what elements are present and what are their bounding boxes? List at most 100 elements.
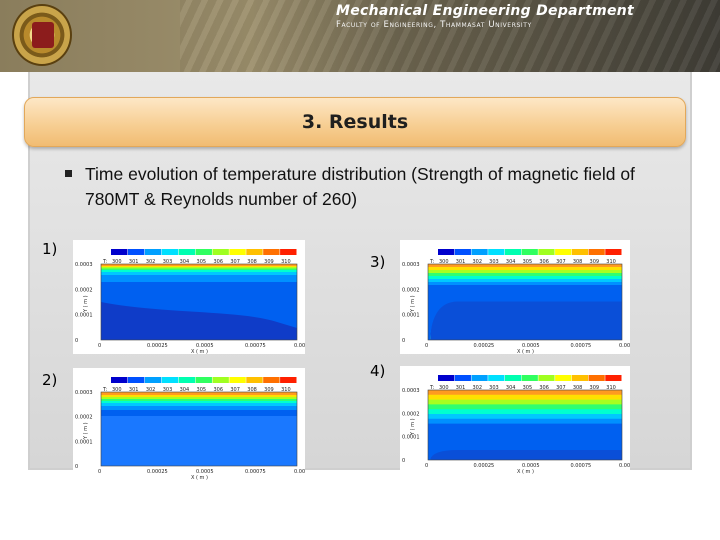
legend-swatch bbox=[454, 375, 471, 381]
legend-swatch bbox=[571, 375, 589, 381]
x-tick-label: 0.00075 bbox=[571, 463, 592, 469]
plot-svg: T: 300 301 302 303 304 305 306 307 308 309 310 0.000… bbox=[402, 249, 630, 354]
legend-prefix: T: bbox=[102, 259, 108, 265]
legend-swatch bbox=[178, 377, 196, 383]
legend-swatch bbox=[111, 377, 128, 383]
legend-prefix: T: bbox=[429, 385, 435, 391]
plot-frame bbox=[100, 391, 298, 467]
plot-frame bbox=[427, 263, 623, 341]
legend-value: 306 bbox=[539, 385, 549, 391]
legend-swatch bbox=[588, 249, 605, 255]
legend-swatch bbox=[521, 249, 538, 255]
legend-value: 301 bbox=[456, 259, 466, 265]
legend-swatch bbox=[144, 249, 162, 255]
square-bullet-icon bbox=[65, 170, 72, 177]
plot-svg: T: 300 301 302 303 304 305 306 307 308 309 310 0.000… bbox=[75, 377, 305, 480]
legend-swatch bbox=[195, 377, 212, 383]
legend-swatch bbox=[161, 249, 179, 255]
legend-value: 307 bbox=[556, 259, 566, 265]
y-axis-label: Y ( m ) bbox=[83, 295, 89, 313]
legend-swatch bbox=[521, 375, 538, 381]
banner-decoration bbox=[180, 0, 720, 72]
cold-layer bbox=[101, 302, 297, 340]
legend-value: 303 bbox=[163, 387, 173, 393]
y-tick-label: 0.0001 bbox=[75, 439, 93, 445]
legend-value: 310 bbox=[281, 387, 291, 393]
x-axis-label: X ( m ) bbox=[191, 349, 208, 354]
legend-swatch bbox=[127, 249, 145, 255]
legend-value: 307 bbox=[556, 385, 566, 391]
x-tick-label: 0.001 bbox=[619, 463, 630, 469]
legend-prefix: T: bbox=[102, 387, 108, 393]
plot-label-3: 3) bbox=[370, 253, 386, 271]
legend-swatch bbox=[471, 249, 488, 255]
department-title: Mechanical Engineering Department bbox=[336, 3, 635, 19]
legend-swatch bbox=[246, 377, 263, 383]
legend-swatch bbox=[212, 249, 229, 255]
y-tick-label: 0.0003 bbox=[402, 388, 420, 394]
legend-value: 310 bbox=[606, 259, 616, 265]
legend-value: 305 bbox=[523, 259, 533, 265]
y-tick-label: 0.0003 bbox=[75, 262, 93, 268]
x-tick-label: 0.0005 bbox=[522, 463, 540, 469]
x-tick-label: 0.0005 bbox=[196, 343, 214, 349]
contour-plot-1: T: 300 301 302 303 304 305 306 307 308 309 310 0.000… bbox=[73, 240, 305, 354]
legend-value: 300 bbox=[112, 259, 122, 265]
legend-value: 306 bbox=[213, 387, 223, 393]
y-tick-label: 0.0001 bbox=[402, 435, 420, 441]
legend-swatch bbox=[229, 249, 246, 255]
legend-swatch bbox=[178, 249, 196, 255]
y-tick-label: 0.0002 bbox=[75, 287, 93, 293]
slide-title: 3. Results bbox=[301, 111, 409, 133]
legend-swatch bbox=[555, 375, 572, 381]
legend-swatch bbox=[438, 375, 455, 381]
y-tick-label: 0 bbox=[402, 338, 405, 344]
legend-swatch bbox=[161, 377, 179, 383]
legend-swatch bbox=[504, 375, 522, 381]
legend-swatch bbox=[144, 377, 162, 383]
legend-swatch bbox=[229, 377, 246, 383]
legend-swatch bbox=[127, 377, 145, 383]
y-tick-label: 0.0002 bbox=[75, 415, 93, 421]
seal-emblem bbox=[32, 22, 54, 48]
legend-swatch bbox=[504, 249, 522, 255]
plot-svg: T: 300 301 302 303 304 305 306 307 308 309 310 0.000… bbox=[75, 249, 305, 354]
y-axis-label: Y ( m ) bbox=[410, 295, 416, 313]
y-tick-label: 0.0001 bbox=[402, 313, 420, 319]
x-tick-label: 0.001 bbox=[619, 343, 630, 349]
temperature-band bbox=[428, 423, 622, 460]
x-tick-label: 0.00075 bbox=[571, 343, 592, 349]
x-tick-label: 0.00075 bbox=[245, 343, 266, 349]
legend-value: 303 bbox=[489, 385, 499, 391]
x-tick-label: 0.00025 bbox=[147, 343, 168, 349]
y-tick-label: 0 bbox=[402, 458, 405, 464]
legend-value: 305 bbox=[197, 387, 207, 393]
x-axis-label: X ( m ) bbox=[517, 469, 534, 474]
legend-swatch bbox=[605, 375, 622, 381]
legend-value: 302 bbox=[472, 259, 482, 265]
x-axis-label: X ( m ) bbox=[517, 349, 534, 354]
legend-swatch bbox=[246, 249, 263, 255]
legend-swatch bbox=[454, 249, 471, 255]
legend-value: 310 bbox=[606, 385, 616, 391]
bullet-text: Time evolution of temperature distributi… bbox=[85, 164, 635, 209]
plot-svg: T: 300 301 302 303 304 305 306 307 308 309 310 0.000… bbox=[402, 375, 630, 474]
plot-frame bbox=[427, 389, 623, 461]
legend-value: 303 bbox=[163, 259, 173, 265]
x-tick-label: 0.00025 bbox=[474, 463, 495, 469]
x-tick-label: 0 bbox=[98, 343, 101, 349]
legend-value: 300 bbox=[112, 387, 122, 393]
legend-value: 304 bbox=[180, 259, 190, 265]
x-tick-label: 0.001 bbox=[294, 469, 305, 475]
x-tick-label: 0.001 bbox=[294, 343, 305, 349]
legend-value: 301 bbox=[456, 385, 466, 391]
slide-title-bar: 3. Results bbox=[24, 97, 686, 147]
legend-swatch bbox=[555, 249, 572, 255]
legend-swatch bbox=[263, 377, 280, 383]
legend-value: 308 bbox=[247, 259, 257, 265]
legend-value: 300 bbox=[439, 259, 449, 265]
y-tick-label: 0.0001 bbox=[75, 313, 93, 319]
legend-swatch bbox=[538, 249, 555, 255]
plot-label-2: 2) bbox=[42, 371, 58, 389]
x-tick-label: 0.00025 bbox=[147, 469, 168, 475]
